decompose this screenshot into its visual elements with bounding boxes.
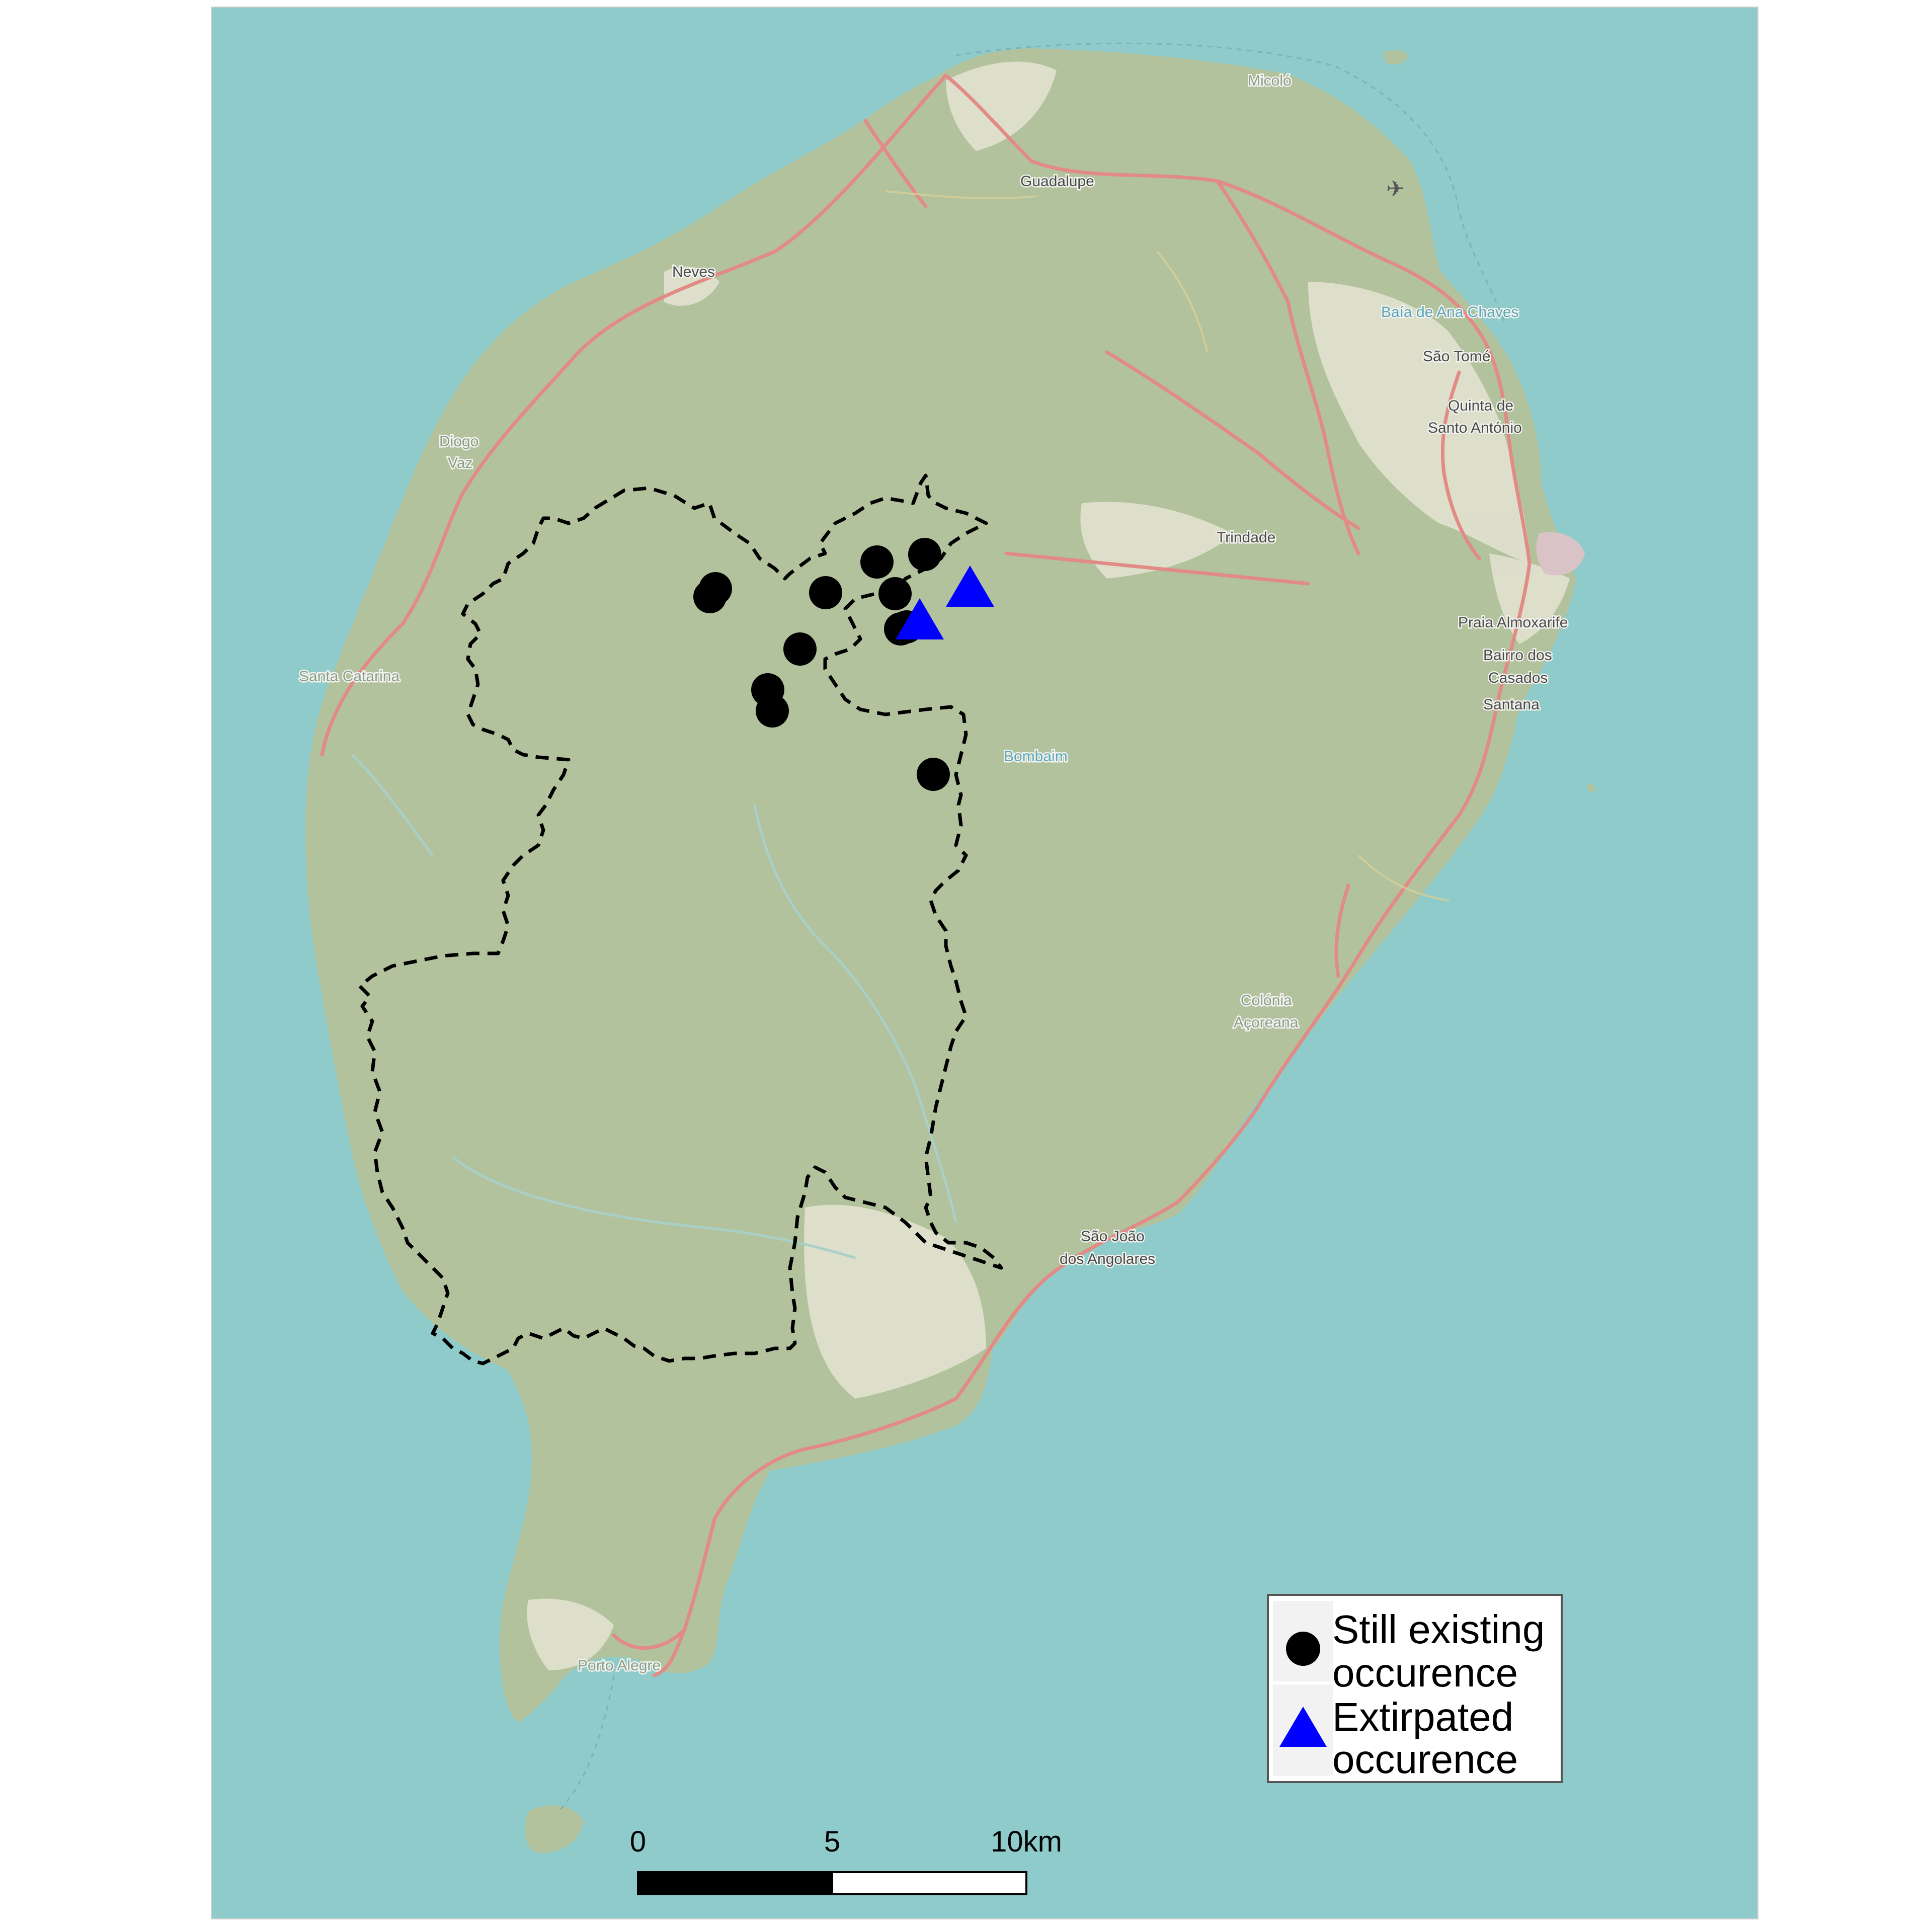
place-label-sao-tome: São Tomé (1423, 348, 1491, 365)
extirpated-occurrence-marker (946, 566, 994, 607)
place-label-colonia-2: Açoreana (1234, 1014, 1299, 1031)
still-existing-occurrence-marker (878, 577, 912, 610)
place-label-quinta-1: Quinta de (1448, 397, 1513, 414)
scale-label-0: 0 (630, 1825, 646, 1858)
place-label-colonia-1: Colónia (1241, 992, 1292, 1009)
still-existing-occurrences (693, 538, 950, 791)
northeast-islet (1384, 50, 1409, 65)
legend: Still existing occurence Extirpated occu… (1267, 1594, 1563, 1783)
airport-area (1536, 532, 1585, 576)
legend-still-existing-symbol (1286, 1632, 1320, 1666)
legend-extirpated-symbol (1279, 1707, 1327, 1747)
trail-network (885, 190, 1450, 902)
place-label-neves: Neves (672, 264, 715, 280)
place-label-santa-catarina: Santa Catarina (299, 668, 399, 685)
place-label-diogo-2: Vaz (448, 455, 472, 471)
extirpated-occurrence-marker (896, 598, 944, 639)
place-label-diogo-1: Diogo (439, 433, 478, 450)
rolas-islet (525, 1805, 584, 1853)
still-existing-occurrence-marker (783, 632, 817, 666)
place-label-sao-joao-1: São João (1081, 1228, 1145, 1245)
legend-still-existing-label-2: occurence (1332, 1650, 1518, 1695)
place-label-bairro-2: Casados (1488, 670, 1548, 686)
still-existing-occurrence-marker (699, 572, 732, 605)
place-label-sao-joao-2: dos Angolares (1060, 1251, 1155, 1267)
place-labels: Micoló Guadalupe Neves Baía de Ana Chave… (298, 71, 1569, 1675)
park-boundary (358, 473, 1003, 1365)
still-existing-occurrence-marker (809, 576, 842, 609)
place-label-santana: Santana (1483, 696, 1540, 713)
scale-label-10km: 10km (991, 1825, 1062, 1858)
place-label-guadalupe: Guadalupe (1020, 173, 1094, 190)
still-existing-occurrence-marker (860, 545, 894, 579)
place-label-praia: Praia Almoxarife (1458, 614, 1568, 631)
scale-label-5: 5 (824, 1825, 840, 1858)
place-label-porto-alegre: Porto Alegre (578, 1657, 661, 1674)
legend-extirpated-label-2: occurence (1332, 1737, 1518, 1782)
legend-extirpated-label-1: Extirpated (1332, 1695, 1513, 1739)
airport-icon: ✈ (1386, 177, 1405, 201)
still-existing-occurrence-marker (908, 538, 941, 571)
place-label-micolo: Micoló (1248, 72, 1292, 89)
sea-route (557, 42, 1505, 1812)
place-label-quinta-2: Santo António (1428, 420, 1522, 436)
urban-areas (527, 61, 1570, 1670)
place-label-bombaim: Bombaim (1004, 748, 1068, 765)
place-label-baia: Baía de Ana Chaves (1381, 304, 1519, 320)
river-network (351, 754, 957, 1259)
scale-bar: 0 5 10km (630, 1825, 1062, 1895)
scale-bar-segment-black (637, 1871, 833, 1895)
scale-bar-segment-white (831, 1871, 1027, 1895)
extirpated-occurrences (896, 566, 994, 639)
map-frame (211, 7, 1758, 1919)
legend-still-existing-label-1: Still existing (1332, 1607, 1545, 1652)
still-existing-occurrence-marker (756, 694, 789, 728)
place-label-bairro-1: Bairro dos (1483, 647, 1552, 664)
still-existing-occurrence-marker (917, 758, 950, 791)
place-label-trindade: Trindade (1217, 529, 1275, 546)
east-islet (1587, 784, 1595, 792)
road-network (320, 73, 1532, 1677)
